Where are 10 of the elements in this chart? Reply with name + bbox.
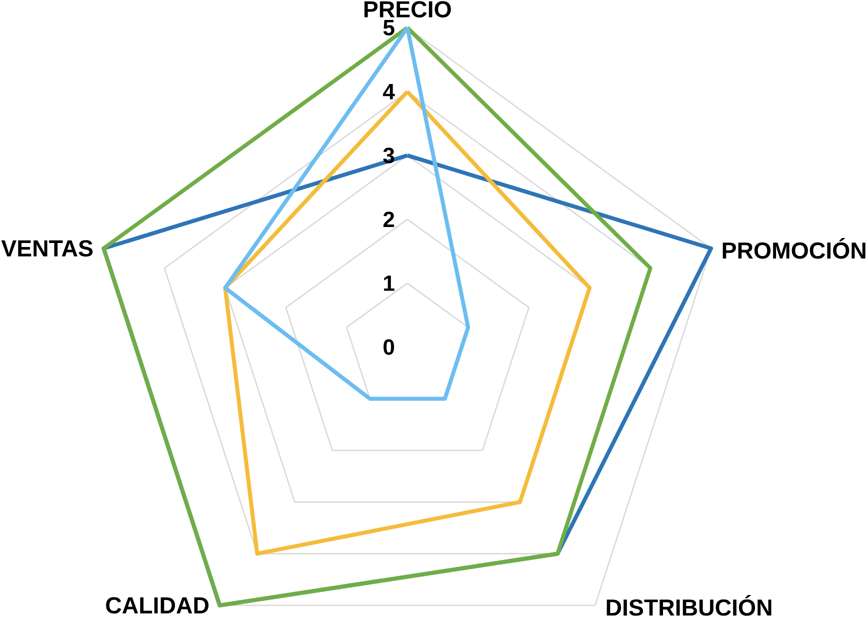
- y-tick-label: 1: [384, 276, 394, 291]
- spoke-label: PRECIO: [364, 1, 451, 18]
- spoke-label: CALIDAD: [106, 597, 209, 614]
- y-tick-label: 4: [383, 84, 395, 100]
- y-tick-label: 5: [383, 20, 394, 36]
- spoke-label: PROMOCIÓN: [722, 238, 866, 259]
- spoke-label: VENTAS: [1, 240, 93, 257]
- y-tick-label: 0: [384, 339, 394, 355]
- y-tick-label: 2: [383, 212, 394, 228]
- spoke-label: DISTRIBUCIÓN: [606, 595, 772, 616]
